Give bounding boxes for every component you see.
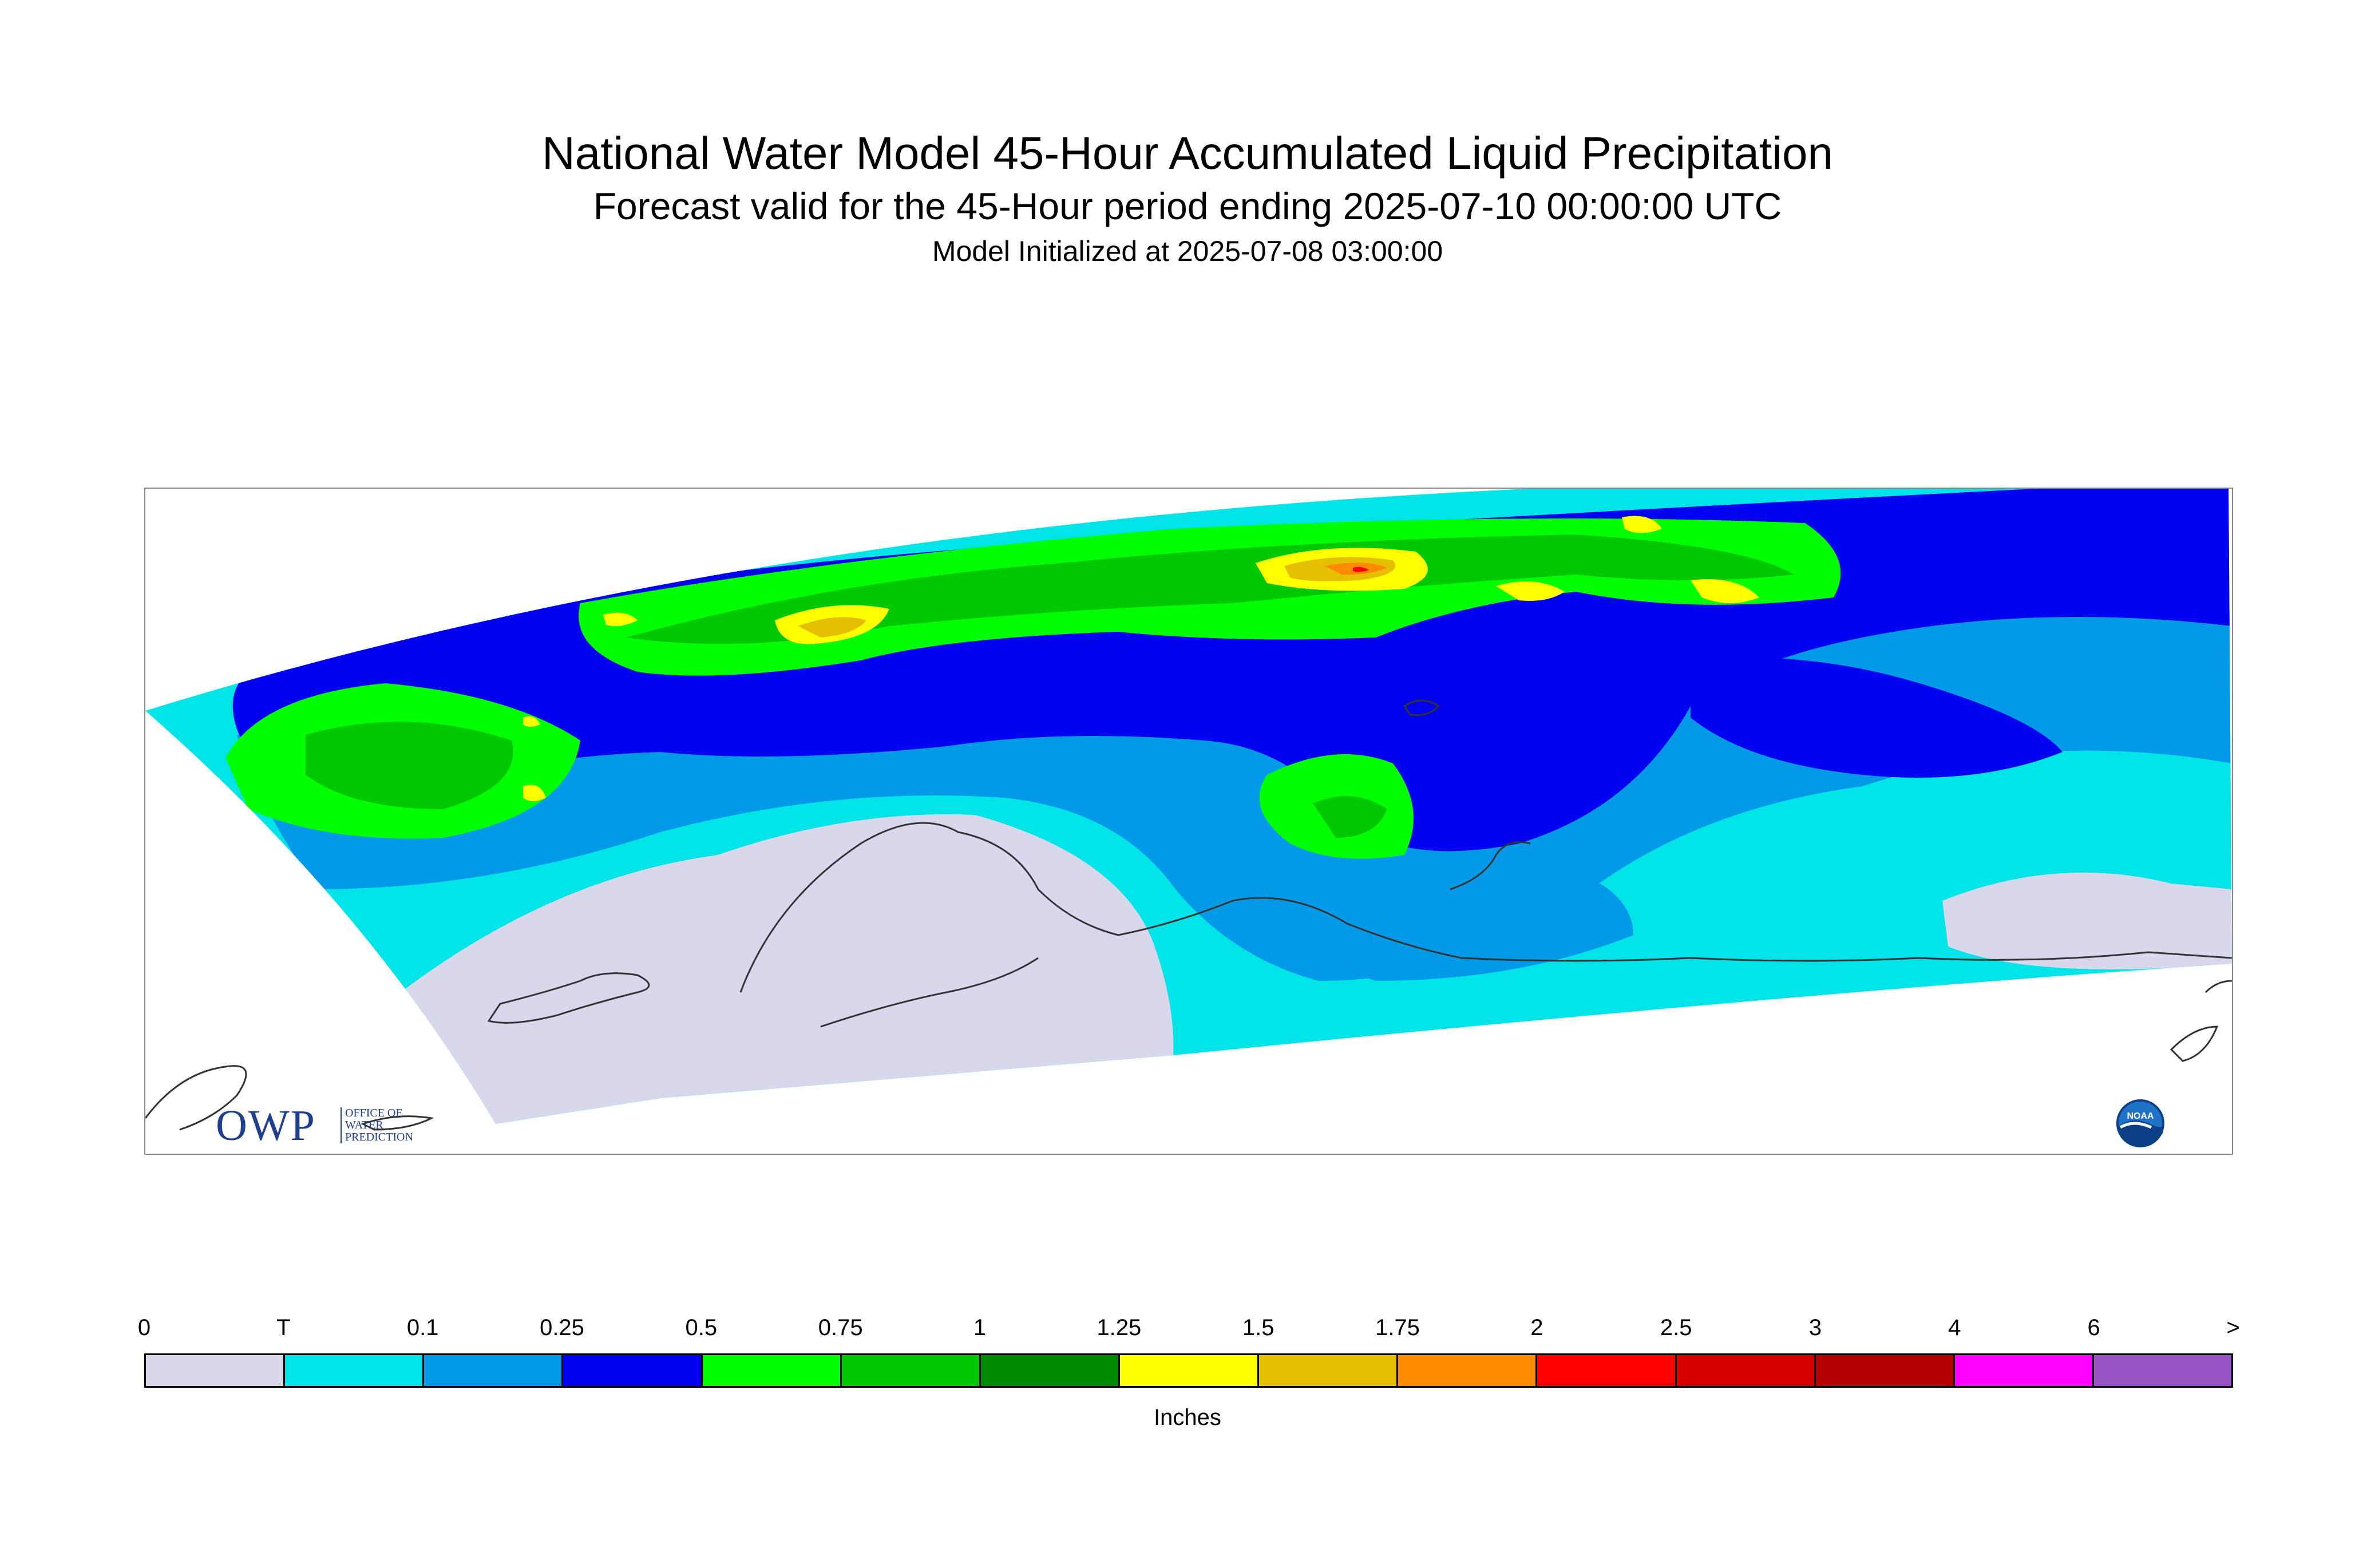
precip-area-yellow <box>1496 581 1565 601</box>
legend-tick-label: 0 <box>137 1315 151 1340</box>
model-init-line: Model Initialized at 2025-07-08 03:00:00 <box>932 235 1443 267</box>
precip-area-heavier <box>626 534 1794 644</box>
legend-swatch <box>1815 1355 1955 1386</box>
legend-tick-label: 0.25 <box>540 1315 584 1340</box>
legend-swatch <box>424 1355 564 1386</box>
legend-swatch <box>1119 1355 1260 1386</box>
legend-tick-label: 4 <box>1948 1315 1961 1340</box>
legend-tick-label: 1.75 <box>1375 1315 1420 1340</box>
precip-area-yellow <box>1691 579 1759 603</box>
legend-tick-label: 0.1 <box>406 1315 439 1340</box>
legend-tick-label: 2.5 <box>1660 1315 1692 1340</box>
legend-tick-label: 0.5 <box>685 1315 718 1340</box>
precip-area-light <box>1290 848 1633 981</box>
coastline <box>145 699 2232 1131</box>
legend-swatch <box>563 1355 703 1386</box>
legend-swatch <box>1398 1355 1538 1386</box>
precip-area-yellow <box>523 716 540 727</box>
legend-units: Inches <box>1154 1405 1221 1430</box>
noaa-logo-text: NOAA <box>2127 1111 2154 1121</box>
precip-area-heavier <box>1313 796 1387 838</box>
noaa-logo: NOAA <box>2116 1099 2164 1147</box>
legend-swatch <box>841 1355 981 1386</box>
legend-tick-label: > <box>2226 1315 2240 1340</box>
legend-colorbar <box>144 1353 2233 1388</box>
map-subtitle: Forecast valid for the 45-Hour period en… <box>593 185 1782 227</box>
legend-swatch <box>2093 1355 2232 1386</box>
precip-area-red <box>1353 567 1369 572</box>
precip-area-moderate <box>1691 658 2063 778</box>
legend-tick-label: T <box>276 1315 291 1340</box>
legend-swatch <box>1537 1355 1677 1386</box>
legend-swatch <box>1259 1355 1399 1386</box>
precip-area-yellow <box>1622 516 1662 533</box>
precip-area-yellow <box>603 612 638 627</box>
legend-swatch <box>1954 1355 2094 1386</box>
legend-swatch <box>702 1355 842 1386</box>
precip-area-yellow <box>523 785 546 801</box>
precipitation-map-canvas <box>145 489 2232 1131</box>
legend-tick-label: 0.75 <box>818 1315 863 1340</box>
precip-area-none <box>386 814 1174 1124</box>
precipitation-field <box>145 489 2232 1124</box>
legend-swatch <box>146 1355 286 1386</box>
map-title: National Water Model 45-Hour Accumulated… <box>542 128 1833 179</box>
legend-tick-label: 1 <box>973 1315 987 1340</box>
owp-logo-subtitle: OFFICE OF WATER PREDICTION <box>341 1107 413 1143</box>
precip-area-gold <box>798 617 866 638</box>
owp-logo-letters: OWP <box>216 1102 316 1150</box>
precipitation-map: OWP OFFICE OF WATER PREDICTION NOAA <box>144 488 2233 1155</box>
legend-tick-label: 6 <box>2087 1315 2100 1340</box>
precip-area-heavier <box>306 722 513 809</box>
legend-tick-label: 1.5 <box>1242 1315 1274 1340</box>
legend-swatch <box>980 1355 1120 1386</box>
legend-swatch <box>285 1355 425 1386</box>
precip-area-none <box>1942 872 2232 969</box>
legend-tick-label: 1.25 <box>1097 1315 1142 1340</box>
legend-swatch <box>1676 1355 1816 1386</box>
legend-tick-label: 2 <box>1530 1315 1543 1340</box>
legend-tick-label: 3 <box>1808 1315 1822 1340</box>
